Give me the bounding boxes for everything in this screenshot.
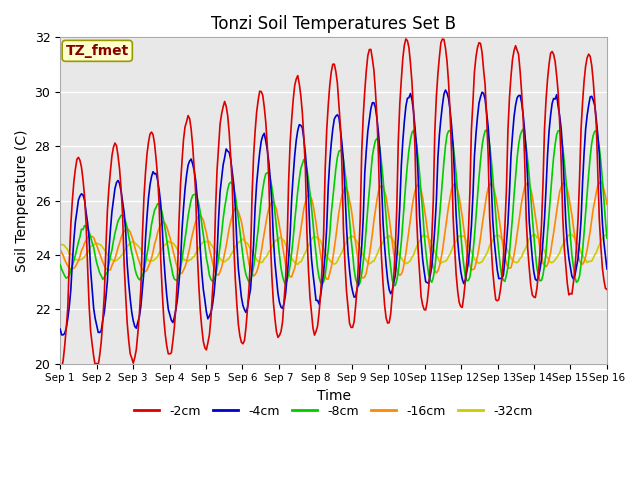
-2cm bbox=[56, 367, 64, 372]
-32cm bbox=[530, 231, 538, 237]
-16cm bbox=[220, 258, 227, 264]
-8cm bbox=[296, 176, 303, 182]
Legend: -2cm, -4cm, -8cm, -16cm, -32cm: -2cm, -4cm, -8cm, -16cm, -32cm bbox=[129, 400, 538, 423]
-4cm bbox=[297, 122, 305, 128]
-2cm bbox=[124, 320, 131, 325]
Text: TZ_fmet: TZ_fmet bbox=[66, 44, 129, 58]
-2cm bbox=[237, 339, 245, 345]
-4cm bbox=[221, 155, 228, 160]
-8cm bbox=[237, 241, 245, 247]
-4cm bbox=[125, 281, 132, 287]
-16cm bbox=[603, 202, 611, 207]
-2cm bbox=[603, 287, 611, 292]
-8cm bbox=[56, 262, 64, 267]
-16cm bbox=[124, 226, 131, 231]
-4cm bbox=[576, 239, 584, 245]
-8cm bbox=[124, 225, 131, 230]
-16cm bbox=[574, 252, 582, 258]
-4cm bbox=[603, 266, 611, 272]
-16cm bbox=[237, 219, 245, 225]
X-axis label: Time: Time bbox=[317, 389, 351, 403]
-32cm bbox=[576, 244, 584, 250]
-32cm bbox=[246, 246, 254, 252]
Title: Tonzi Soil Temperatures Set B: Tonzi Soil Temperatures Set B bbox=[211, 15, 456, 33]
-32cm bbox=[237, 237, 245, 243]
-32cm bbox=[124, 244, 131, 250]
-16cm bbox=[246, 267, 254, 273]
Line: -4cm: -4cm bbox=[60, 90, 607, 335]
-8cm bbox=[246, 278, 254, 284]
-8cm bbox=[576, 274, 584, 279]
Line: -32cm: -32cm bbox=[60, 234, 607, 264]
-8cm bbox=[519, 126, 527, 132]
-2cm bbox=[246, 252, 254, 258]
-4cm bbox=[239, 302, 247, 308]
-16cm bbox=[296, 237, 303, 242]
-2cm bbox=[220, 104, 227, 110]
-4cm bbox=[248, 264, 256, 269]
-32cm bbox=[297, 259, 305, 265]
-2cm bbox=[402, 36, 410, 42]
-32cm bbox=[294, 262, 301, 267]
-2cm bbox=[296, 81, 303, 87]
-8cm bbox=[392, 283, 399, 288]
Line: -2cm: -2cm bbox=[60, 39, 607, 370]
-32cm bbox=[220, 259, 227, 264]
Line: -8cm: -8cm bbox=[60, 129, 607, 286]
-16cm bbox=[56, 246, 64, 252]
Y-axis label: Soil Temperature (C): Soil Temperature (C) bbox=[15, 129, 29, 272]
-8cm bbox=[603, 235, 611, 241]
-2cm bbox=[574, 217, 582, 223]
-16cm bbox=[597, 179, 605, 184]
-16cm bbox=[323, 276, 330, 282]
-32cm bbox=[603, 231, 611, 237]
-4cm bbox=[58, 332, 65, 338]
-8cm bbox=[220, 216, 227, 222]
-4cm bbox=[442, 87, 449, 93]
-4cm bbox=[56, 326, 64, 332]
Line: -16cm: -16cm bbox=[60, 181, 607, 279]
-32cm bbox=[56, 241, 64, 247]
